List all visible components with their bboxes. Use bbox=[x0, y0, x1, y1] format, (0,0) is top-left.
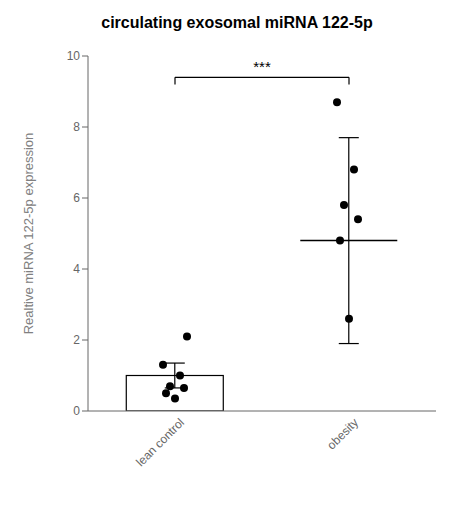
svg-text:4: 4 bbox=[73, 262, 80, 276]
svg-text:***: *** bbox=[253, 58, 271, 75]
html-text:circulating exosomal miRNA 122: circulating exosomal miRNA 122-5p bbox=[101, 14, 373, 31]
svg-text:obesity: obesity bbox=[324, 415, 361, 452]
svg-text:0: 0 bbox=[73, 404, 80, 418]
svg-text:8: 8 bbox=[73, 120, 80, 134]
svg-text:lean control: lean control bbox=[133, 415, 187, 469]
svg-text:Realtive miRNA 122-5p expressi: Realtive miRNA 122-5p expression bbox=[21, 133, 36, 335]
svg-text:10: 10 bbox=[67, 49, 81, 63]
svg-text:2: 2 bbox=[73, 333, 80, 347]
svg-text:6: 6 bbox=[73, 191, 80, 205]
